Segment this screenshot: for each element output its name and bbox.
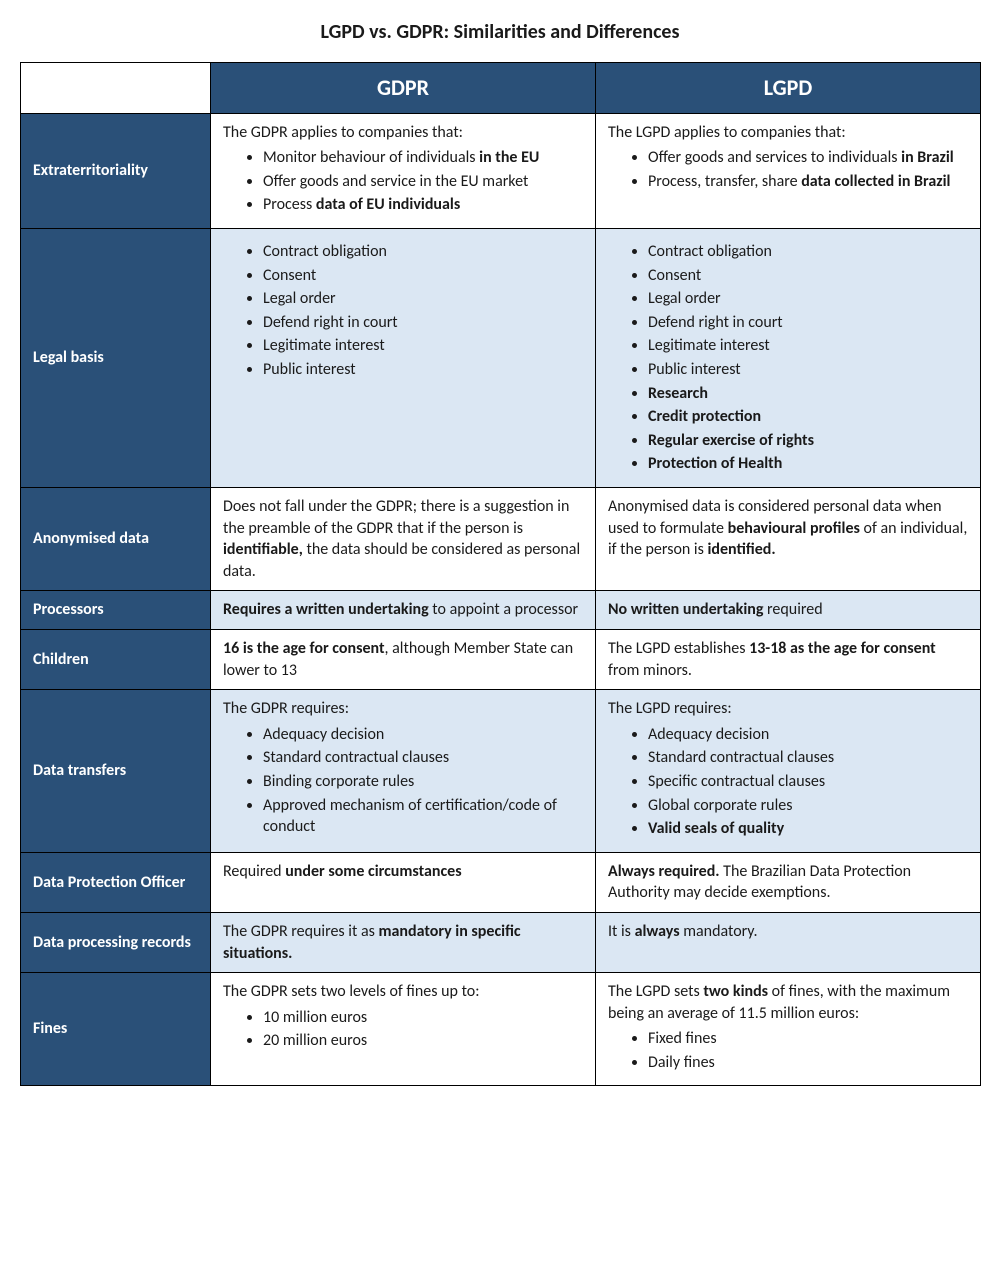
table-row: Anonymised dataDoes not fall under the G… <box>21 488 981 591</box>
column-header-lgpd: LGPD <box>596 63 981 114</box>
table-row: Data processing recordsThe GDPR requires… <box>21 912 981 972</box>
header-blank-cell <box>21 63 211 114</box>
cell-gdpr-extraterritoriality: The GDPR applies to companies that:Monit… <box>211 113 596 228</box>
page-title: LGPD vs. GDPR: Similarities and Differen… <box>20 20 980 44</box>
table-body: ExtraterritorialityThe GDPR applies to c… <box>21 113 981 1086</box>
cell-gdpr-fines: The GDPR sets two levels of fines up to:… <box>211 973 596 1086</box>
cell-gdpr-records: The GDPR requires it as mandatory in spe… <box>211 912 596 972</box>
cell-lgpd-fines: The LGPD sets two kinds of fines, with t… <box>596 973 981 1086</box>
cell-gdpr-processors: Requires a written undertaking to appoin… <box>211 591 596 630</box>
row-header-processors: Processors <box>21 591 211 630</box>
cell-gdpr-legal-basis: Contract obligationConsentLegal orderDef… <box>211 229 596 488</box>
row-header-data-transfers: Data transfers <box>21 690 211 853</box>
row-header-extraterritoriality: Extraterritoriality <box>21 113 211 228</box>
row-header-fines: Fines <box>21 973 211 1086</box>
cell-lgpd-extraterritoriality: The LGPD applies to companies that:Offer… <box>596 113 981 228</box>
row-header-dpo: Data Protection Officer <box>21 852 211 912</box>
table-row: Data Protection OfficerRequired under so… <box>21 852 981 912</box>
table-row: FinesThe GDPR sets two levels of fines u… <box>21 973 981 1086</box>
table-row: Legal basisContract obligationConsentLeg… <box>21 229 981 488</box>
column-header-gdpr: GDPR <box>211 63 596 114</box>
cell-lgpd-children: The LGPD establishes 13-18 as the age fo… <box>596 629 981 689</box>
row-header-anonymised-data: Anonymised data <box>21 488 211 591</box>
comparison-table: GDPR LGPD ExtraterritorialityThe GDPR ap… <box>20 62 981 1086</box>
cell-gdpr-dpo: Required under some circumstances <box>211 852 596 912</box>
cell-lgpd-processors: No written undertaking required <box>596 591 981 630</box>
cell-gdpr-anonymised-data: Does not fall under the GDPR; there is a… <box>211 488 596 591</box>
cell-lgpd-anonymised-data: Anonymised data is considered personal d… <box>596 488 981 591</box>
table-row: ProcessorsRequires a written undertaking… <box>21 591 981 630</box>
row-header-legal-basis: Legal basis <box>21 229 211 488</box>
cell-gdpr-children: 16 is the age for consent, although Memb… <box>211 629 596 689</box>
table-row: Data transfersThe GDPR requires:Adequacy… <box>21 690 981 853</box>
cell-lgpd-legal-basis: Contract obligationConsentLegal orderDef… <box>596 229 981 488</box>
table-header-row: GDPR LGPD <box>21 63 981 114</box>
cell-lgpd-dpo: Always required. The Brazilian Data Prot… <box>596 852 981 912</box>
cell-lgpd-records: It is always mandatory. <box>596 912 981 972</box>
cell-gdpr-data-transfers: The GDPR requires:Adequacy decisionStand… <box>211 690 596 853</box>
cell-lgpd-data-transfers: The LGPD requires:Adequacy decisionStand… <box>596 690 981 853</box>
table-row: Children16 is the age for consent, altho… <box>21 629 981 689</box>
row-header-records: Data processing records <box>21 912 211 972</box>
row-header-children: Children <box>21 629 211 689</box>
table-row: ExtraterritorialityThe GDPR applies to c… <box>21 113 981 228</box>
